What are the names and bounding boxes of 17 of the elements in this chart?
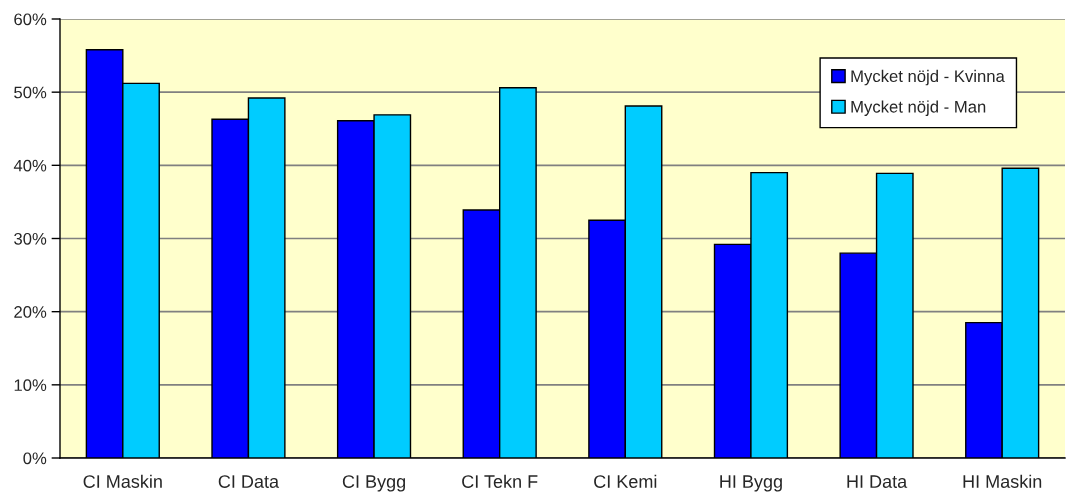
x-tick-label: HI Data [847, 475, 908, 488]
y-tick-label: 20% [14, 306, 47, 318]
y-tick-label: 10% [14, 379, 47, 392]
x-tick-label: CI Kemi [594, 474, 657, 488]
x-tick-label: CI Maskin [83, 474, 162, 488]
x-tick-label: CI Bygg [342, 475, 406, 492]
y-tick-label: 0% [23, 452, 47, 465]
y-tick-label: 60% [14, 13, 47, 26]
y-tick-label: 50% [14, 86, 47, 99]
legend-label: Mycket nöjd - Kvinna [851, 69, 1005, 86]
y-tick-label: 30% [14, 232, 47, 245]
y-tick-label: 40% [13, 159, 47, 172]
x-tick-label: HI Maskin [963, 474, 1042, 488]
x-tick-label: CI Tekn F [462, 474, 538, 488]
x-tick-label: CI Data [218, 475, 280, 488]
legend-label: Mycket nöjd - Man [851, 100, 986, 116]
x-tick-label: HI Bygg [720, 475, 782, 492]
